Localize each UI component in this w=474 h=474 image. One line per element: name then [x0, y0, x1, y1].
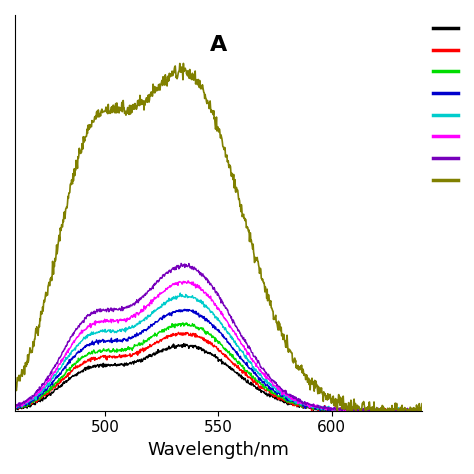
Text: A: A	[210, 35, 227, 55]
X-axis label: Wavelength/nm: Wavelength/nm	[147, 441, 290, 459]
Legend: , , , , , , , : , , , , , , ,	[433, 22, 459, 187]
